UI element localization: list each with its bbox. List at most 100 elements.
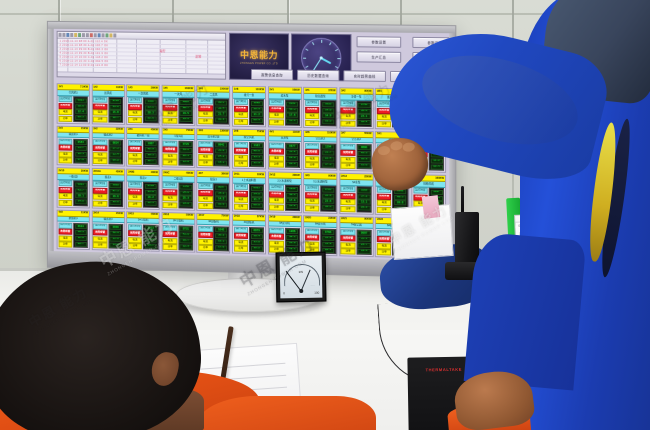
equipment-cell[interactable]: 2#6 130KW 皮带机2段 运行时间 故障报警 电流 功率 0941 53.8 24.2 19.… <box>196 127 231 169</box>
equipment-cell[interactable]: 3#3 90KW 3上水进料泵 运行时间 故障报警 电流 功率 0785 52.9 23.6 18.… <box>303 172 338 214</box>
toolbar-button[interactable]: 参数设置 <box>356 36 402 48</box>
equipment-cell[interactable]: 1#5 160KW 一次风 运行时间 故障报警 电流 功率 0965 48.7 19.5 14.2 <box>161 84 196 126</box>
cell-readout: 18.1 <box>74 193 87 199</box>
equipment-cell[interactable]: 3#7 55KW 空压机2 运行时间 故障报警 电流 功率 0806 43.5 16.9 13.6 <box>339 130 374 172</box>
cell-status-alarm[interactable]: 故障报警 <box>162 146 178 153</box>
toolbar-button[interactable]: 报警信息查询 <box>250 69 294 81</box>
copy-icon[interactable] <box>85 33 89 38</box>
cell-status-alarm[interactable]: 故障报警 <box>340 149 356 157</box>
cell-label-runtime: 运行时间 <box>162 182 178 189</box>
cell-status-alarm[interactable]: 故障报警 <box>304 234 320 241</box>
equipment-cell[interactable]: 1#8 110KW 排污一泵 运行时间 故障报警 电流 功率 1248 36.9 11.2 08.4 <box>231 85 267 127</box>
equipment-cell[interactable]: 2#11 18KW 1上水进料泵 运行时间 故障报警 电流 功率 0913 34.8 11.7 08… <box>231 170 267 212</box>
equipment-cell[interactable]: 3#2 90KW 冷却一泵 运行时间 故障报警 电流 功率 0748 50.6 23.1 18.2 <box>339 87 374 129</box>
cell-status-alarm[interactable]: 故障报警 <box>58 186 73 193</box>
toolbar-button[interactable]: 生产汇总 <box>356 51 402 63</box>
cell-status-alarm[interactable]: 故障报警 <box>233 190 249 197</box>
zoom-icon[interactable] <box>113 33 117 38</box>
cell-status-alarm[interactable]: 故障报警 <box>127 230 143 237</box>
toolbar-button[interactable]: 实时趋势曲线 <box>343 70 386 82</box>
cell-status-alarm[interactable]: 故障报警 <box>269 233 284 241</box>
cell-status-alarm[interactable]: 故障报警 <box>162 104 178 111</box>
cell-status-alarm[interactable]: 故障报警 <box>92 229 108 236</box>
cell-status-alarm[interactable]: 故障报警 <box>198 232 213 239</box>
cell-status-alarm[interactable]: 故障报警 <box>376 193 392 200</box>
sort-icon[interactable] <box>101 33 105 38</box>
equipment-cell[interactable]: 2#7 36KW 除灰3 运行时间 故障报警 电流 功率 0697 39.2 14.5 10.6 <box>196 169 231 212</box>
equipment-cell[interactable]: 2#15 45KW 1#斗提机 运行时间 故障报警 电流 功率 1113 46.8 19.2 14.… <box>126 210 160 252</box>
cell-status-alarm[interactable]: 故障报警 <box>233 147 249 155</box>
cell-status-alarm[interactable]: 故障报警 <box>340 107 356 114</box>
cell-status-alarm[interactable]: 故障报警 <box>198 189 213 196</box>
cell-status-alarm[interactable]: 故障报警 <box>58 144 73 151</box>
equipment-cell[interactable]: 2#3 15KW 输送机1 运行时间 故障报警 电流 功率 0553 33.7 10.1 07.6 <box>56 125 90 166</box>
cell-status-alarm[interactable]: 故障报警 <box>127 188 143 195</box>
toolbar-button[interactable]: 历史数据查询 <box>297 69 340 82</box>
equipment-cell[interactable]: 1#2 11KW 送风机 运行时间 故障报警 电流 功率 0734 41.2 15.8 10.7 <box>91 83 125 125</box>
equipment-cell[interactable]: 2#10 30KW 一级1段 运行时间 故障报警 电流 功率 0861 45.7 18.1 14.0 <box>56 167 90 208</box>
equipment-cell[interactable]: 2#8 75KW 除尘风机 运行时间 故障报警 电流 功率 1163 40.6 15.1 11.9 <box>231 128 267 170</box>
equipment-cell[interactable]: 2#9C 45KW 二级1段 运行时间 故障报警 电流 功率 1142 54.6 25.3 19.8 <box>161 169 196 211</box>
equipment-cell[interactable]: 2#13 22KW 5#水泵 运行时间 故障报警 电流 功率 1069 37.2 13.1 09.9 <box>339 172 374 215</box>
cell-status-alarm[interactable]: 故障报警 <box>269 148 284 155</box>
equipment-cell[interactable]: 4#1 11KW 灰渣泵 运行时间 故障报警 电流 功率 0677 35.2 09.8 06.9 <box>267 128 302 171</box>
equipment-cell[interactable]: 2#2 22KW 输送机2 运行时间 故障报警 电流 功率 0814 37.5 13.4 09.8 <box>91 125 125 167</box>
cell-status-alarm[interactable]: 故障报警 <box>127 103 143 110</box>
cell-status-alarm[interactable]: 故障报警 <box>58 228 73 235</box>
cell-status-alarm[interactable]: 故障报警 <box>58 102 73 109</box>
open-icon[interactable] <box>62 32 66 37</box>
equipment-cell[interactable]: 2#17 75KW 3#刮板机 运行时间 故障报警 电流 功率 1045 50.2 22.1 17.… <box>196 212 231 254</box>
cell-status-alarm[interactable]: 故障报警 <box>269 106 284 113</box>
print-icon[interactable] <box>70 32 74 37</box>
cell-status-alarm[interactable]: 故障报警 <box>233 232 249 240</box>
equipment-cell[interactable]: 2#4 45KW 破碎机一段 运行时间 故障报警 电流 功率 1087 42.9 16.3 12.7 <box>126 126 160 168</box>
equipment-cell[interactable]: 1#6 150KW 二次风 运行时间 故障报警 电流 功率 0873 52.4 21.7 16.9 <box>196 85 231 127</box>
undo-icon[interactable] <box>93 33 97 38</box>
cell-status-alarm[interactable]: 故障报警 <box>233 105 249 112</box>
new-icon[interactable] <box>58 32 62 37</box>
cell-status-alarm[interactable]: 故障报警 <box>340 192 356 199</box>
paste-icon[interactable] <box>89 33 93 38</box>
cell-readout-panel: 0748 50.6 23.1 18.2 <box>356 100 372 127</box>
cell-status-alarm[interactable]: 故障报警 <box>162 231 178 238</box>
cell-status-alarm[interactable]: 故障报警 <box>92 187 108 194</box>
spreadsheet-grid[interactable]: 1 2019-11-14 08:00 A-01 112.4 OK 2 2019-… <box>57 38 226 74</box>
cell-readout: 0785 <box>321 187 335 193</box>
spell-icon[interactable] <box>78 33 82 38</box>
cell-status-alarm[interactable]: 故障报警 <box>198 147 213 154</box>
redo-icon[interactable] <box>97 33 101 38</box>
cell-status-alarm[interactable]: 故障报警 <box>269 191 284 198</box>
cell-status-alarm[interactable]: 故障报警 <box>304 106 320 113</box>
cell-status-alarm[interactable]: 故障报警 <box>340 235 356 242</box>
cell-status-alarm[interactable]: 故障报警 <box>198 104 213 112</box>
equipment-cell[interactable]: 3#1 37KW 除氧器泵 运行时间 故障报警 电流 功率 1035 39.8 14.9 11.5 <box>303 86 338 129</box>
equipment-cell[interactable]: 2#19 30KW 5#皮带机 运行时间 故障报警 电流 功率 1206 42.1 15.9 12.… <box>267 213 302 256</box>
chart-icon[interactable] <box>105 33 109 38</box>
cut-icon[interactable] <box>82 33 85 38</box>
equipment-cell[interactable]: 2#9B 40KW 除灰2 运行时间 故障报警 电流 功率 0754 41.8 16.2 12.3 <box>126 168 160 210</box>
equipment-cell[interactable]: 3#6 110KW 空压机1 运行时间 故障报警 电流 功率 1294 51.7 22.4 17.3 <box>303 129 338 171</box>
equipment-cell[interactable]: 2#18 37KW 4#刮板机 运行时间 故障报警 电流 功率 0879 38.4 13.8 10.… <box>231 213 267 255</box>
equipment-cell[interactable]: 4#2 11KW 磨煤机1 运行时间 故障报警 电流 功率 0624 36.5 12.0 08.7 <box>56 209 90 251</box>
cell-status-alarm[interactable]: 故障报警 <box>127 145 143 153</box>
filter-icon[interactable] <box>109 33 113 38</box>
preview-icon[interactable] <box>74 33 78 38</box>
cell-status-alarm[interactable]: 故障报警 <box>92 103 108 110</box>
equipment-cell[interactable]: 2#21 90KW 7#除尘器 运行时间 故障报警 电流 功率 0997 53.1 24.7 19.… <box>339 215 374 258</box>
cell-status-alarm[interactable]: 故障报警 <box>376 236 392 243</box>
save-icon[interactable] <box>66 32 70 37</box>
equipment-cell[interactable]: 1#1 7.5KW 引风机1 运行时间 故障报警 电流 功率 0821 38.6 12.4 09.3 <box>56 83 90 124</box>
equipment-cell[interactable]: 2#1 55KW 给水泵 运行时间 故障报警 电流 功率 0692 44.3 17.6 13.1 <box>267 86 302 128</box>
spreadsheet-window[interactable]: 1 2019-11-14 08:00 A-01 112.4 OK 2 2019-… <box>56 30 227 80</box>
cell-status-alarm[interactable]: 故障报警 <box>92 145 108 152</box>
equipment-cell[interactable]: 2#20 22KW 6#皮带机 运行时间 故障报警 电流 功率 0766 35.9 11.4 08.… <box>303 214 338 257</box>
equipment-cell[interactable]: 2#14 15KW 输送机3 运行时间 故障报警 电流 功率 0958 40.9 15.6 11.8 <box>91 209 125 251</box>
equipment-cell[interactable]: 2#10A 45KW 除灰1 运行时间 故障报警 电流 功率 1028 47.3 19.6 15.2 <box>91 167 125 209</box>
cell-status-alarm[interactable]: 故障报警 <box>304 191 320 199</box>
equipment-cell[interactable]: 2#16 55KW 2#斗提机 运行时间 故障报警 电流 功率 0731 43.0 16.7 12.… <box>161 211 196 253</box>
equipment-cell[interactable]: 2#12 30KW 2上水进料泵 运行时间 故障报警 电流 功率 1251 44.1 17.4 13… <box>267 171 302 213</box>
equipment-cell[interactable]: 2#5 75KW 斗提1段 运行时间 故障报警 电流 功率 0729 49.2 20.5 15.8 <box>161 126 196 168</box>
equipment-cell[interactable]: 1#3 30KW 一次风机 运行时间 故障报警 电流 功率 1102 55.1 28.3 22.6 <box>126 84 160 125</box>
cell-status-alarm[interactable]: 故障报警 <box>162 188 178 196</box>
cell-status-alarm[interactable]: 故障报警 <box>304 149 320 156</box>
